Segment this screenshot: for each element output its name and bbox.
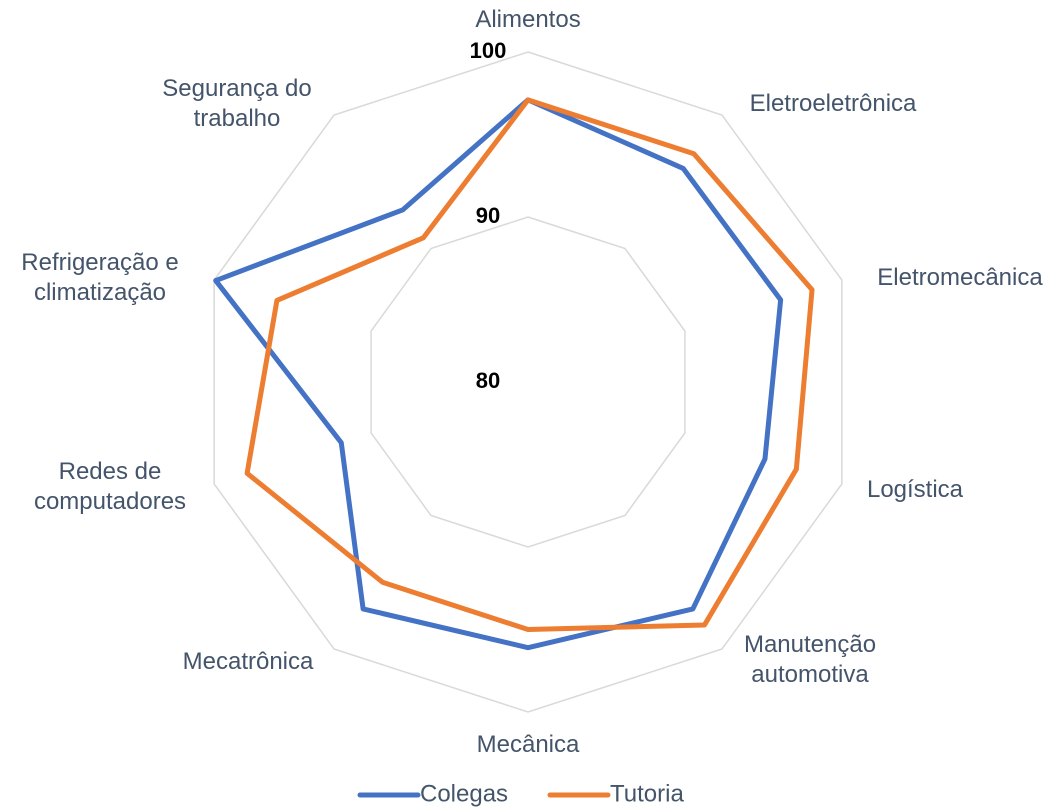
grid-ring <box>370 216 686 548</box>
legend-label: Colegas <box>420 780 508 807</box>
category-label: Mecatrônica <box>182 648 314 675</box>
category-label: Eletromecânica <box>877 264 1043 291</box>
legend-label: Tutoria <box>610 780 684 807</box>
category-label: Refrigeração e climatização <box>21 249 179 306</box>
category-label: Manutenção automotiva <box>743 631 877 688</box>
grid-ring <box>213 51 843 713</box>
category-label: Redes de computadores <box>33 458 187 515</box>
category-label: Alimentos <box>475 6 581 33</box>
category-label: Logística <box>866 476 964 503</box>
category-label: Eletroeletrônica <box>749 90 917 117</box>
series-line <box>244 97 815 632</box>
y-tick-label: 100 <box>470 38 507 63</box>
y-tick-label: 80 <box>476 368 500 393</box>
series-line <box>213 97 784 651</box>
category-label: Segurança do trabalho <box>162 75 312 132</box>
y-tick-label: 90 <box>476 203 500 228</box>
category-label: Mecânica <box>476 731 580 758</box>
